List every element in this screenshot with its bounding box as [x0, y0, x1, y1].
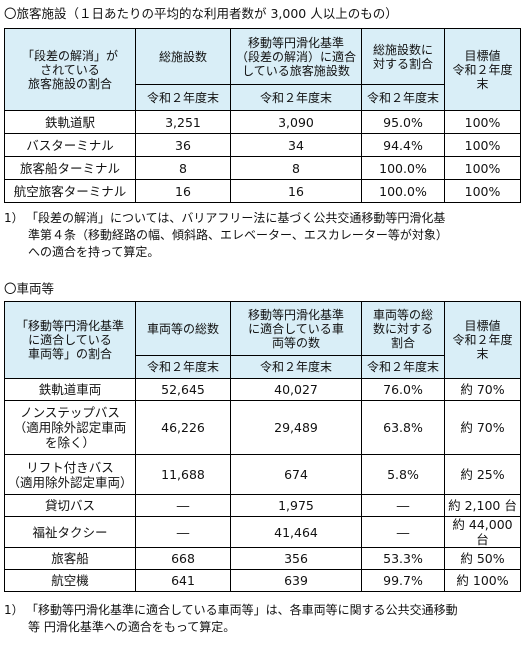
- cell-target: 100%: [444, 110, 521, 134]
- cell-compliant: 356: [230, 547, 362, 570]
- facilities-header-share: 総施設数に 対する割合: [361, 28, 445, 85]
- footnote-number: 1）: [4, 603, 24, 617]
- cell-total: 46,226: [135, 400, 231, 455]
- cell-share: 95.0%: [361, 110, 445, 134]
- footnote-text: への適合を持って算定。: [28, 245, 160, 259]
- vehicles-header-share: 車両等の総 数に対する 割合: [361, 301, 445, 356]
- table-row: 鉄軌道駅 3,251 3,090 95.0% 100%: [4, 110, 521, 134]
- vehicles-header-row: 「移動等円滑化基準 に適合している 車両等」の割合 車両等の総数 移動等円滑化基準に…: [4, 301, 521, 379]
- cell-target: 約 70%: [444, 378, 521, 401]
- table-row: ノンステップバス （適用除外認定車両 を除く） 46,226 29,489 63.8…: [4, 400, 521, 455]
- table-row: 航空機 641 639 99.7% 約 100%: [4, 569, 521, 592]
- vehicles-footnote: 1） 「移動等円滑化基準に適合している車両等」は、各車両等に関する公共交通移動 等…: [4, 602, 520, 636]
- table-row: 旅客船ターミナル 8 8 100.0% 100%: [4, 156, 521, 180]
- table-row: 航空旅客ターミナル 16 16 100.0% 100%: [4, 179, 521, 203]
- facilities-section-title: 〇旅客施設（１日あたりの平均的な利用者数が 3,000 人以上のもの）: [4, 6, 398, 21]
- cell-share: 100.0%: [361, 156, 445, 180]
- row-label: 航空機: [4, 569, 136, 592]
- facilities-header-total: 総施設数: [135, 28, 231, 85]
- cell-compliant: 34: [230, 133, 362, 157]
- cell-share: ―: [361, 516, 445, 548]
- cell-share: 94.4%: [361, 133, 445, 157]
- vehicles-subheader-cell: 令和２年度末: [361, 355, 445, 379]
- cell-compliant: 639: [230, 569, 362, 592]
- cell-total: 52,645: [135, 378, 231, 401]
- table-row: 鉄軌道車両 52,645 40,027 76.0% 約 70%: [4, 378, 521, 401]
- vehicles-header-ratio: 「移動等円滑化基準 に適合している 車両等」の割合: [4, 301, 136, 379]
- cell-share: ―: [361, 494, 445, 517]
- footnote-text: 等 円滑化基準への適合をもって算定。: [28, 620, 236, 634]
- row-label: 鉄軌道駅: [4, 110, 136, 134]
- cell-total: ―: [135, 494, 231, 517]
- facilities-subheader-cell: 令和２年度末: [361, 84, 445, 111]
- cell-compliant: 8: [230, 156, 362, 180]
- cell-target: 約 25%: [444, 454, 521, 495]
- row-label: リフト付きバス （適用除外認定車両）: [4, 454, 136, 495]
- cell-compliant: 1,975: [230, 494, 362, 517]
- footnote-number: 1）: [4, 211, 24, 225]
- cell-total: 668: [135, 547, 231, 570]
- row-label: 旅客船ターミナル: [4, 156, 136, 180]
- table-row: バスターミナル 36 34 94.4% 100%: [4, 133, 521, 157]
- vehicles-subheader-cell: 令和２年度末: [135, 355, 231, 379]
- cell-total: 16: [135, 179, 231, 203]
- cell-share: 63.8%: [361, 400, 445, 455]
- footnote-text: 「移動等円滑化基準に適合している車両等」は、各車両等に関する公共交通移動: [26, 603, 458, 617]
- cell-target: 約 70%: [444, 400, 521, 455]
- cell-total: 36: [135, 133, 231, 157]
- cell-target: 100%: [444, 179, 521, 203]
- cell-compliant: 674: [230, 454, 362, 495]
- table-row: 旅客船 668 356 53.3% 約 50%: [4, 547, 521, 570]
- row-label: 鉄軌道車両: [4, 378, 136, 401]
- facilities-header-ratio: 「段差の解消」が されている 旅客施設の割合: [4, 28, 136, 111]
- cell-compliant: 40,027: [230, 378, 362, 401]
- facilities-subheader-cell: 令和２年度末: [230, 84, 362, 111]
- row-label: バスターミナル: [4, 133, 136, 157]
- vehicles-header-total: 車両等の総数: [135, 301, 231, 356]
- cell-total: 3,251: [135, 110, 231, 134]
- cell-target: 約 2,100 台: [444, 494, 521, 517]
- footnote-text: 「段差の解消」については、バリアフリー法に基づく公共交通移動等円滑化基: [26, 211, 446, 225]
- cell-share: 5.8%: [361, 454, 445, 495]
- cell-compliant: 41,464: [230, 516, 362, 548]
- table-row: リフト付きバス （適用除外認定車両） 11,688 674 5.8% 約 25%: [4, 454, 521, 495]
- cell-target: 約 50%: [444, 547, 521, 570]
- cell-compliant: 16: [230, 179, 362, 203]
- cell-compliant: 29,489: [230, 400, 362, 455]
- facilities-header-compliant: 移動等円滑化基準 （段差の解消）に適合 している旅客施設数: [230, 28, 362, 85]
- facilities-footnote: 1） 「段差の解消」については、バリアフリー法に基づく公共交通移動等円滑化基 準第…: [4, 210, 520, 261]
- facilities-table: 「段差の解消」が されている 旅客施設の割合 総施設数 移動等円滑化基準 （段差の解消…: [4, 28, 521, 203]
- cell-target: 100%: [444, 133, 521, 157]
- cell-share: 76.0%: [361, 378, 445, 401]
- row-label: 貸切バス: [4, 494, 136, 517]
- vehicles-table: 「移動等円滑化基準 に適合している 車両等」の割合 車両等の総数 移動等円滑化基準に…: [4, 301, 521, 592]
- cell-total: 641: [135, 569, 231, 592]
- cell-total: ―: [135, 516, 231, 548]
- row-label: ノンステップバス （適用除外認定車両 を除く）: [4, 400, 136, 455]
- vehicles-subheader-cell: 令和２年度末: [230, 355, 362, 379]
- cell-target: 100%: [444, 156, 521, 180]
- facilities-header-row: 「段差の解消」が されている 旅客施設の割合 総施設数 移動等円滑化基準 （段差の解消…: [4, 28, 521, 111]
- vehicles-header-target: 目標値 令和２年度末: [444, 301, 521, 379]
- cell-share: 53.3%: [361, 547, 445, 570]
- cell-target: 約 44,000 台: [444, 516, 521, 548]
- facilities-subheader-cell: 令和２年度末: [135, 84, 231, 111]
- table-row: 福祉タクシー ― 41,464 ― 約 44,000 台: [4, 516, 521, 548]
- cell-total: 8: [135, 156, 231, 180]
- facilities-header-target: 目標値 令和２年度末: [444, 28, 521, 111]
- footnote-text: 準第４条（移動経路の幅、傾斜路、エレベーター、エスカレーター等が対象）: [28, 228, 448, 242]
- vehicles-section-title: 〇車両等: [4, 281, 55, 296]
- row-label: 旅客船: [4, 547, 136, 570]
- cell-compliant: 3,090: [230, 110, 362, 134]
- vehicles-header-compliant: 移動等円滑化基準 に適合している車 両等の数: [230, 301, 362, 356]
- row-label: 福祉タクシー: [4, 516, 136, 548]
- row-label: 航空旅客ターミナル: [4, 179, 136, 203]
- cell-total: 11,688: [135, 454, 231, 495]
- cell-share: 99.7%: [361, 569, 445, 592]
- cell-share: 100.0%: [361, 179, 445, 203]
- table-row: 貸切バス ― 1,975 ― 約 2,100 台: [4, 494, 521, 517]
- facilities-subheader-row: 令和２年度末 令和２年度末 令和２年度末: [5, 84, 521, 111]
- cell-target: 約 100%: [444, 569, 521, 592]
